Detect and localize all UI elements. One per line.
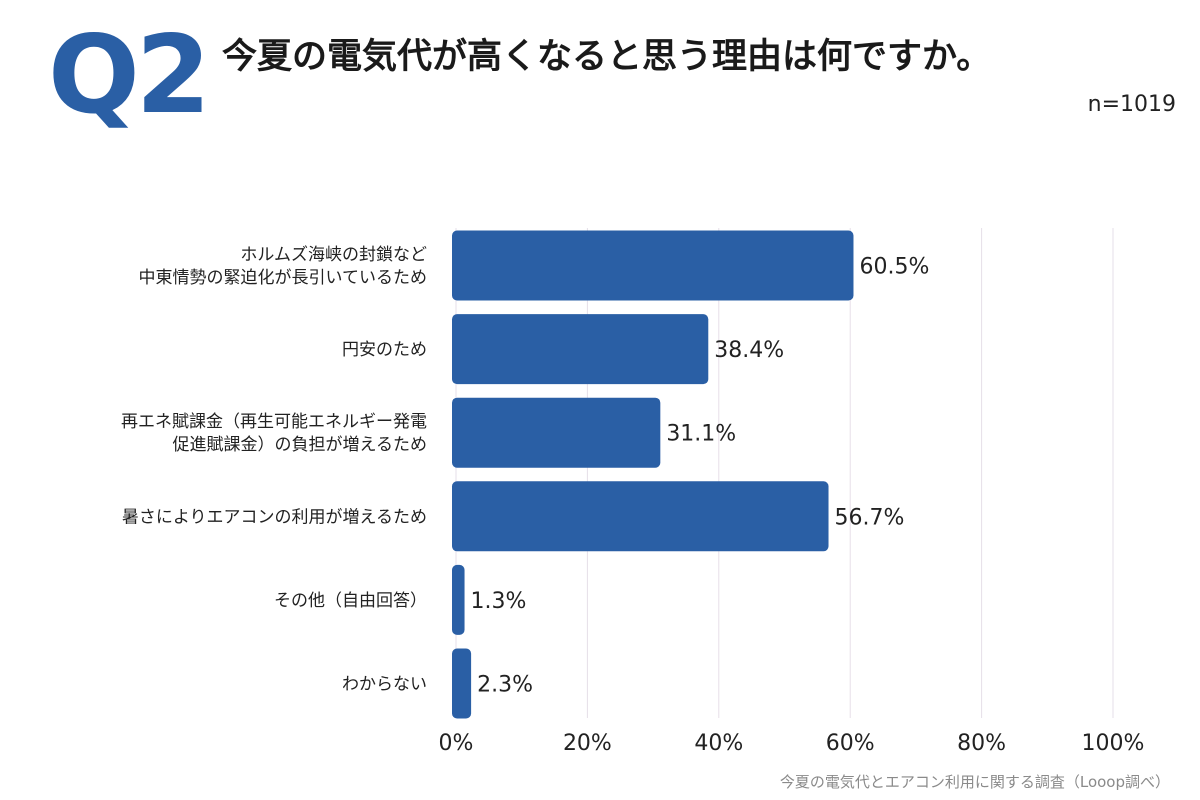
x-tick-label: 100% [1082,731,1145,756]
category-label: わからない [342,675,427,695]
category-label: ホルムズ海峡の封鎖など中東情勢の緊迫化が長引いているため [139,245,428,288]
bar-value-label: 31.1% [666,422,736,447]
bar-value-label: 1.3% [471,589,527,614]
category-label-line: 促進賦課金）の負担が増えるため [173,435,428,455]
bar [452,230,854,301]
bar [452,648,472,719]
bar-value-label: 2.3% [477,673,533,698]
bar [452,481,829,552]
bar [452,314,709,385]
category-label: 円安のため [342,340,427,360]
chart-title: 今夏の電気代が高くなると思う理由は何ですか。 [222,37,992,77]
category-label: 再エネ賦課金（再生可能エネルギー発電促進賦課金）の負担が増えるため [121,412,427,455]
bar-value-label: 56.7% [835,505,905,530]
x-tick-label: 80% [957,731,1006,756]
category-label-line: わからない [342,675,427,695]
category-label: その他（自由回答） [274,591,427,611]
sample-size-label: n=1019 [1087,92,1176,117]
x-tick-label: 0% [439,731,474,756]
category-label-line: 円安のため [342,340,427,360]
source-credit: 今夏の電気代とエアコン利用に関する調査（Looop調べ） [779,773,1170,791]
category-label: 暑さによりエアコンの利用が増えるため [122,507,427,527]
bar [452,397,661,468]
category-label-line: 暑さによりエアコンの利用が増えるため [122,507,427,527]
bar [452,564,465,635]
x-tick-label: 20% [563,731,612,756]
category-label-line: 中東情勢の緊迫化が長引いているため [139,268,428,288]
category-label-line: その他（自由回答） [274,591,427,611]
bar-value-label: 38.4% [714,338,784,363]
question-number-badge: Q2 [48,13,211,138]
category-label-line: ホルムズ海峡の封鎖など [240,245,427,265]
category-label-line: 再エネ賦課金（再生可能エネルギー発電 [121,412,427,432]
x-tick-label: 60% [826,731,875,756]
x-tick-label: 40% [694,731,743,756]
bar-value-label: 60.5% [859,255,929,280]
